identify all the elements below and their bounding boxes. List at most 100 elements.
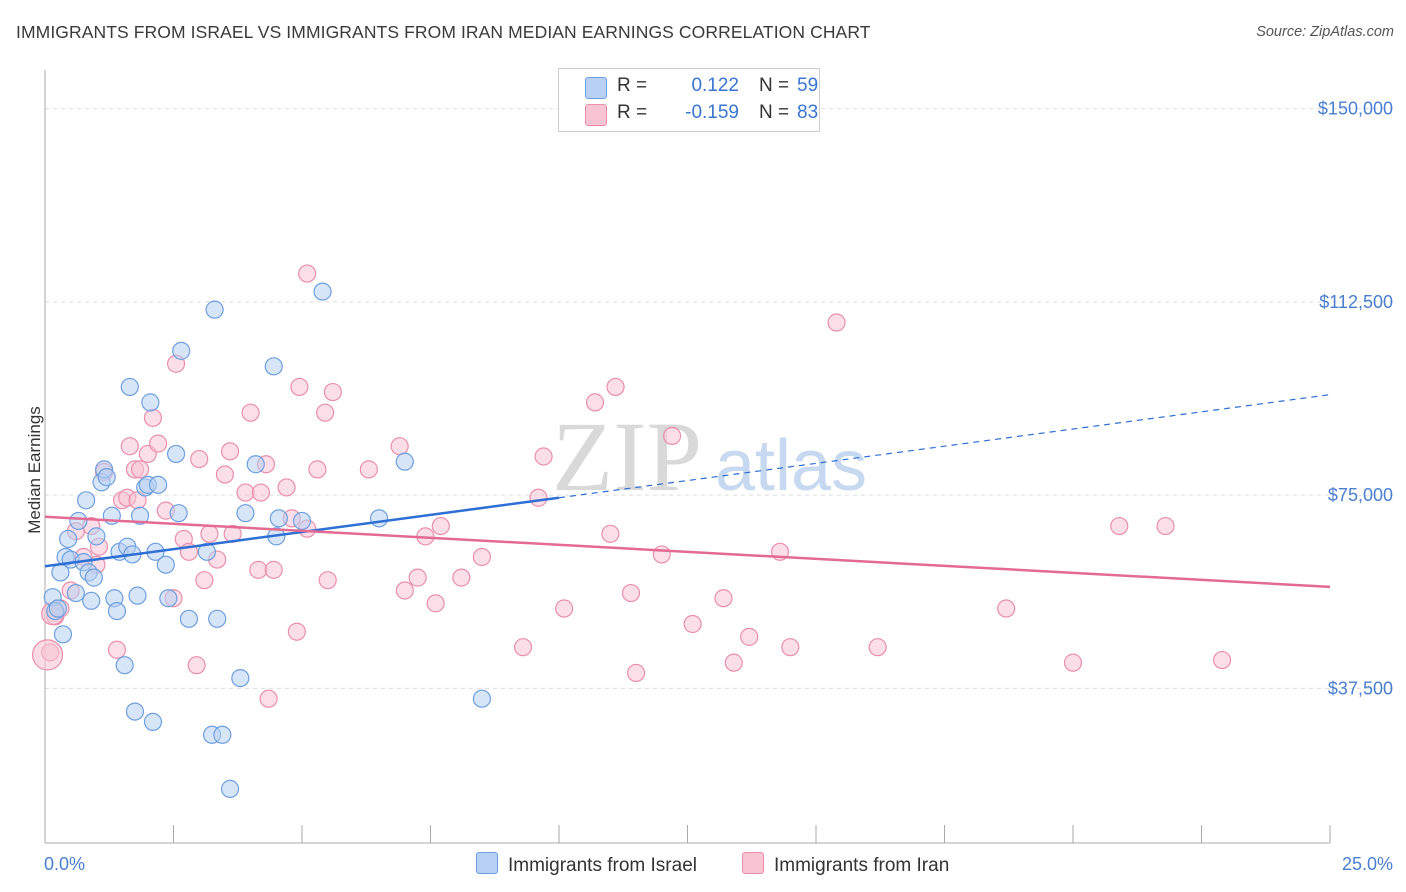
iran-point bbox=[426, 594, 445, 613]
israel-point bbox=[169, 504, 188, 523]
iran-point bbox=[323, 382, 342, 402]
legend-item-israel: Immigrants from Israel bbox=[476, 852, 697, 877]
israel-point bbox=[236, 504, 255, 523]
israel-point bbox=[143, 712, 163, 731]
israel-point bbox=[159, 589, 178, 608]
iran-point bbox=[264, 560, 283, 579]
iran-point bbox=[868, 638, 887, 657]
iran-point bbox=[1110, 516, 1129, 536]
iran-point bbox=[827, 313, 846, 332]
iran-point bbox=[130, 460, 150, 479]
iran-point bbox=[251, 483, 270, 502]
israel-point bbox=[208, 609, 227, 628]
iran-point bbox=[621, 583, 641, 603]
iran-point bbox=[190, 449, 209, 469]
israel-trend-extension bbox=[558, 394, 1331, 499]
iran-point bbox=[1063, 653, 1083, 672]
iran-point bbox=[287, 622, 306, 641]
israel-point bbox=[82, 591, 101, 610]
iran-point bbox=[148, 434, 168, 453]
israel-point bbox=[213, 725, 232, 744]
watermark-zip: ZIP bbox=[552, 401, 702, 512]
iran-point bbox=[236, 483, 255, 502]
iran-point bbox=[215, 465, 234, 484]
iran-point bbox=[601, 524, 620, 543]
israel-point bbox=[84, 568, 103, 587]
israel-point bbox=[246, 455, 265, 474]
grid-lines bbox=[45, 108, 1393, 689]
israel-point bbox=[48, 599, 67, 618]
iran-point bbox=[390, 437, 409, 456]
y-tick-label: $37,500 bbox=[1328, 678, 1393, 698]
iran-point bbox=[1212, 650, 1232, 670]
israel-point bbox=[197, 542, 217, 561]
iran-point bbox=[259, 689, 278, 708]
legend-swatch-israel bbox=[585, 77, 607, 99]
iran-point bbox=[652, 545, 671, 564]
iran-point bbox=[585, 393, 605, 412]
iran-point bbox=[277, 478, 296, 497]
iran-point bbox=[683, 614, 702, 634]
iran-point bbox=[249, 560, 268, 579]
iran-point bbox=[31, 639, 64, 671]
israel-point bbox=[292, 511, 312, 531]
israel-point bbox=[269, 509, 288, 528]
legend-n-label: N = bbox=[759, 102, 790, 123]
israel-point bbox=[69, 511, 88, 531]
y-tick-labels: $37,500 $75,000 $112,500 $150,000 bbox=[1318, 99, 1393, 699]
axes bbox=[44, 70, 1331, 844]
israel-point bbox=[53, 625, 73, 644]
iran-point bbox=[626, 663, 646, 683]
watermark-atlas: atlas bbox=[715, 426, 867, 506]
iran-point bbox=[359, 460, 378, 479]
legend-swatch-iran bbox=[585, 104, 607, 126]
israel-point bbox=[264, 357, 283, 376]
iran-point bbox=[452, 568, 471, 587]
iran-point bbox=[513, 638, 533, 657]
iran-point bbox=[534, 447, 553, 466]
iran-point bbox=[472, 547, 491, 567]
legend-n-label: N = bbox=[759, 75, 790, 96]
legend-item-iran: Immigrants from Iran bbox=[742, 852, 949, 877]
israel-point bbox=[59, 529, 78, 549]
iran-point bbox=[395, 581, 414, 600]
source-label: Source: ZipAtlas.com bbox=[1256, 24, 1394, 40]
israel-point bbox=[128, 586, 147, 605]
israel-point bbox=[156, 555, 175, 574]
iran-point bbox=[662, 426, 682, 445]
israel-point bbox=[370, 509, 389, 528]
watermark: ZIP atlas bbox=[552, 401, 867, 512]
trend-lines bbox=[44, 394, 1331, 589]
x-tick-min: 0.0% bbox=[44, 854, 85, 874]
iran-point bbox=[298, 264, 317, 283]
israel-point bbox=[148, 475, 168, 494]
israel-point bbox=[120, 377, 139, 397]
y-tick-label: $112,500 bbox=[1319, 292, 1393, 312]
iran-point bbox=[143, 408, 163, 427]
x-tick-max: 25.0% bbox=[1342, 854, 1393, 874]
israel-point bbox=[115, 656, 134, 675]
iran-point bbox=[290, 377, 309, 397]
chart-title: IMMIGRANTS FROM ISRAEL VS IMMIGRANTS FRO… bbox=[16, 22, 871, 42]
israel-point bbox=[395, 452, 414, 471]
legend-swatch-israel bbox=[476, 852, 498, 874]
iran-point bbox=[431, 516, 450, 536]
iran-point bbox=[781, 638, 800, 657]
iran-point bbox=[740, 627, 759, 646]
iran-point bbox=[220, 442, 240, 461]
iran-point bbox=[606, 377, 625, 397]
israel-point bbox=[87, 527, 106, 546]
legend-r-label: R = bbox=[617, 102, 648, 123]
legend-r-value: -0.159 bbox=[685, 102, 739, 123]
iran-point bbox=[318, 571, 337, 590]
israel-point bbox=[141, 393, 160, 412]
iran-point bbox=[308, 460, 327, 479]
israel-point bbox=[220, 779, 240, 798]
iran-point bbox=[107, 640, 127, 659]
israel-point bbox=[313, 282, 332, 301]
y-tick-label: $75,000 bbox=[1328, 485, 1393, 505]
legend-r-label: R = bbox=[617, 75, 648, 96]
israel-point bbox=[125, 702, 145, 721]
legend-n-value: 83 bbox=[797, 102, 819, 123]
